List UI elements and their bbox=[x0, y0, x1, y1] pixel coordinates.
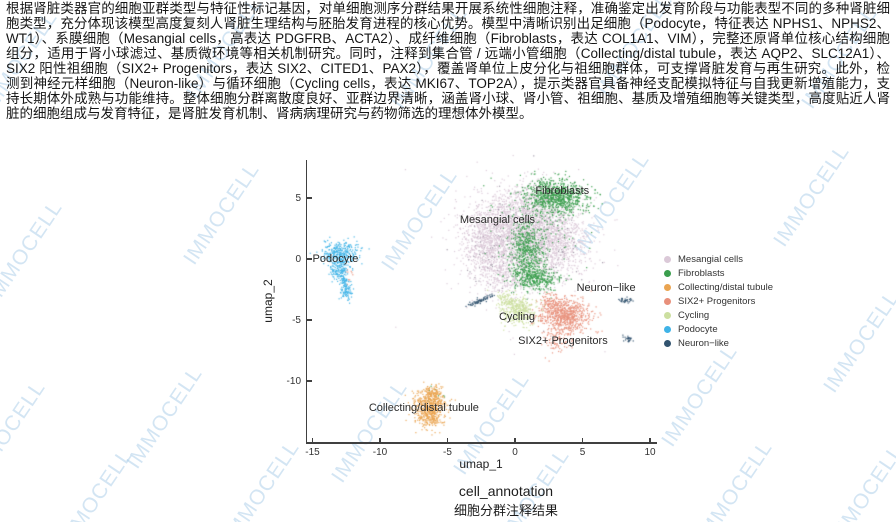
y-tick-label: 0 bbox=[295, 254, 301, 265]
legend-dot-icon bbox=[664, 325, 671, 333]
x-tick-mark bbox=[514, 437, 516, 443]
x-tick-mark bbox=[581, 437, 584, 443]
x-axis-title: umap_1 bbox=[459, 457, 503, 471]
cluster-label-collecting-distal-tubule: Collecting/distal tubule bbox=[368, 401, 479, 414]
legend-label: Podocyte bbox=[678, 323, 718, 335]
y-tick-label: 5 bbox=[295, 193, 301, 204]
x-tick-mark bbox=[649, 437, 651, 443]
x-tick-label: -10 bbox=[372, 447, 388, 458]
legend-label: Fibroblasts bbox=[678, 267, 725, 279]
legend-dot-icon bbox=[664, 269, 671, 277]
legend-row: Podocyte bbox=[664, 322, 773, 336]
legend-row: SIX2+ Progenitors bbox=[664, 294, 773, 308]
legend-label: Neuron−like bbox=[678, 337, 729, 349]
legend-row: Collecting/distal tubule bbox=[664, 280, 773, 294]
x-tick-mark bbox=[311, 437, 314, 443]
x-tick-mark bbox=[446, 437, 449, 443]
legend-dot-icon bbox=[664, 339, 671, 347]
legend-row: Neuron−like bbox=[664, 336, 773, 350]
y-tick-label: -5 bbox=[292, 315, 301, 326]
legend-label: SIX2+ Progenitors bbox=[678, 295, 756, 307]
x-tick-label: 10 bbox=[644, 447, 656, 458]
y-tick-mark bbox=[307, 380, 312, 382]
legend-dot-icon bbox=[664, 255, 671, 263]
cluster-label-neuron-like: Neuron−like bbox=[576, 282, 636, 295]
legend-label: Collecting/distal tubule bbox=[678, 281, 774, 293]
legend-label: Cycling bbox=[678, 309, 710, 321]
cluster-label-cycling: Cycling bbox=[498, 310, 536, 323]
cluster-label-fibroblasts: Fibroblasts bbox=[535, 184, 590, 197]
cluster-label-six2-progenitors: SIX2+ Progenitors bbox=[518, 334, 608, 347]
x-tick-label: 5 bbox=[579, 447, 586, 458]
y-tick-mark bbox=[307, 319, 312, 321]
figure-caption: cell_annotation 细胞分群注释结果 bbox=[306, 483, 706, 519]
x-tick-label: 0 bbox=[512, 447, 518, 458]
legend-dot-icon bbox=[664, 283, 671, 291]
y-tick-label: -10 bbox=[286, 376, 301, 387]
cluster-label-mesangial-cells: Mesangial cells bbox=[459, 213, 536, 226]
legend-row: Mesangial cells bbox=[664, 252, 773, 266]
legend-dot-icon bbox=[664, 311, 671, 319]
x-tick-label: -15 bbox=[305, 447, 320, 458]
y-tick-mark bbox=[307, 197, 312, 199]
legend-dot-icon bbox=[664, 297, 671, 305]
legend-row: Cycling bbox=[664, 308, 773, 322]
x-tick-label: -5 bbox=[443, 447, 452, 458]
cluster-label-podocyte: Podocyte bbox=[312, 253, 359, 265]
figure-title: cell_annotation bbox=[458, 483, 554, 499]
figure-subtitle: 细胞分群注释结果 bbox=[453, 503, 558, 518]
x-axis-spine bbox=[305, 442, 657, 444]
report-paragraph: 根据肾脏类器官的细胞亚群类型与特征性标记基因，对单细胞测序分群结果开展系统性细胞… bbox=[6, 1, 890, 121]
chart-legend: Mesangial cells Fibroblasts Collecting/dis… bbox=[664, 252, 773, 350]
y-axis-spine bbox=[305, 160, 307, 443]
legend-label: Mesangial cells bbox=[678, 253, 743, 265]
y-tick-mark bbox=[307, 258, 312, 260]
x-tick-mark bbox=[379, 437, 381, 443]
legend-row: Fibroblasts bbox=[664, 266, 773, 280]
